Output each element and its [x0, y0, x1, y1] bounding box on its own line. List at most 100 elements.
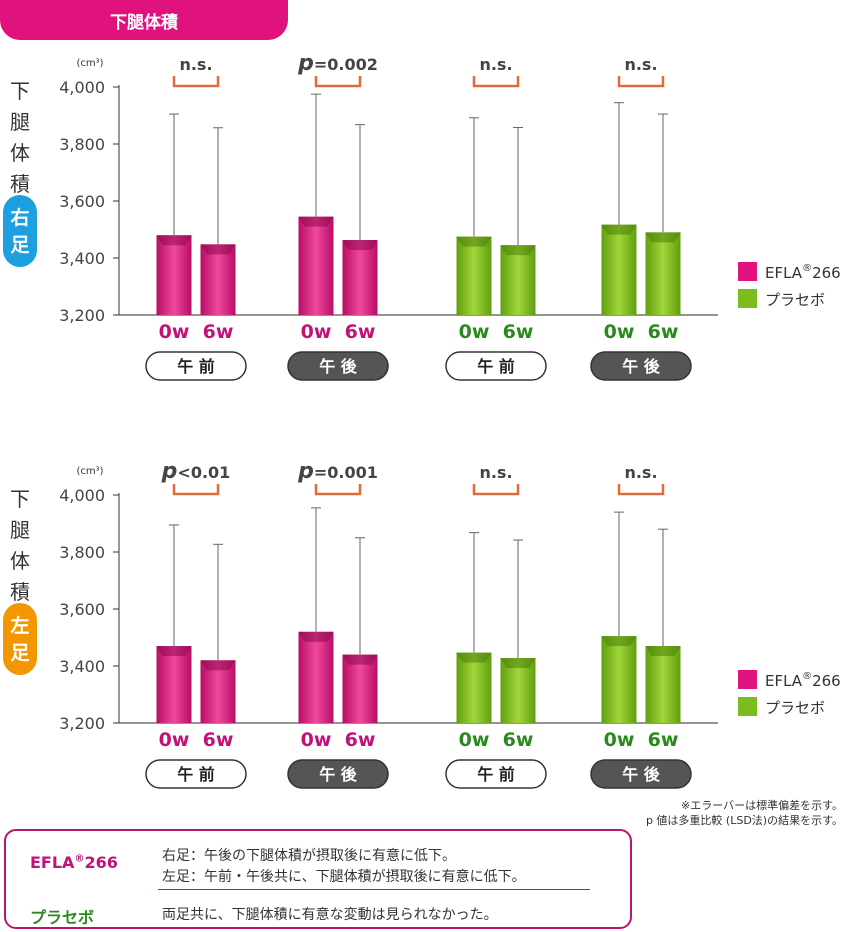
time-label: 0w — [159, 729, 190, 751]
session-label: 午 後 — [622, 765, 661, 784]
summary-placebo-line: 両足共に、下腿体積に有意な変動は見られなかった。 — [162, 907, 498, 923]
side-label-char: 積 — [10, 580, 30, 604]
time-label: 0w — [301, 321, 332, 343]
significance-label: p<0.01 — [161, 459, 231, 484]
session-pill — [445, 759, 547, 789]
bar — [298, 631, 334, 723]
footnote-p-value: p 値は多重比較 (LSD法)の結果を示す。 — [645, 814, 843, 827]
y-tick-label: 4,000 — [59, 78, 105, 97]
bar — [156, 646, 192, 723]
time-label: 6w — [648, 321, 679, 343]
significance-bracket — [314, 76, 362, 88]
bar-top-bevel — [601, 224, 637, 235]
session-label: 午 後 — [319, 765, 358, 784]
y-tick-label: 3,200 — [59, 306, 105, 325]
time-label: 0w — [459, 729, 490, 751]
bar-top-bevel — [456, 236, 492, 247]
bar-top-bevel — [200, 660, 236, 671]
significance-bracket — [472, 76, 520, 88]
side-label-char: 下 — [10, 79, 30, 103]
significance-label: n.s. — [624, 463, 657, 482]
session-label: 午 後 — [622, 357, 661, 376]
y-axis-unit: (cm³) — [76, 466, 103, 477]
bar-top-bevel — [200, 244, 236, 255]
session-label: 午 後 — [319, 357, 358, 376]
bar-top-bevel — [342, 240, 378, 251]
bar-top-bevel — [645, 646, 681, 657]
legend-label: EFLA®266 — [765, 263, 841, 282]
bar — [456, 236, 492, 315]
time-label: 0w — [604, 729, 635, 751]
legend-swatch — [738, 289, 757, 308]
time-label: 0w — [604, 321, 635, 343]
legend-swatch — [738, 697, 757, 716]
session-label: 午 前 — [477, 765, 515, 784]
time-label: 0w — [301, 729, 332, 751]
time-label: 6w — [503, 729, 534, 751]
time-label: 6w — [648, 729, 679, 751]
legend-label: EFLA®266 — [765, 671, 841, 690]
summary-efla-line-2: 左足：午前・午後共に、下腿体積が摂取後に有意に低下。 — [162, 869, 526, 885]
significance-bracket — [172, 76, 220, 88]
significance-label: n.s. — [179, 55, 212, 74]
bar — [456, 652, 492, 723]
significance-label: p=0.001 — [297, 459, 378, 484]
y-tick-label: 4,000 — [59, 486, 105, 505]
session-pill — [287, 759, 389, 789]
session-pill — [445, 351, 547, 381]
side-label-char: 体 — [10, 549, 30, 573]
summary-efla-line-1: 右足：午後の下腿体積が摂取後に有意に低下。 — [162, 848, 456, 864]
time-label: 6w — [345, 729, 376, 751]
bar-top-bevel — [156, 235, 192, 246]
legend-label: プラセボ — [765, 699, 825, 717]
bar-top-bevel — [500, 658, 536, 669]
bar — [200, 244, 236, 315]
significance-label: p=0.002 — [297, 51, 378, 76]
legend-label: プラセボ — [765, 291, 825, 309]
y-tick-label: 3,400 — [59, 249, 105, 268]
chart-title-banner: 下腿体積 — [0, 0, 288, 40]
summary-efla-label: EFLA®266 — [30, 853, 118, 872]
bar-top-bevel — [342, 654, 378, 665]
side-badge — [3, 195, 37, 267]
significance-bracket — [472, 484, 520, 496]
side-label-char: 体 — [10, 141, 30, 165]
significance-label: n.s. — [624, 55, 657, 74]
significance-bracket — [617, 484, 665, 496]
side-badge — [3, 603, 37, 675]
time-label: 6w — [345, 321, 376, 343]
y-axis-unit: (cm³) — [76, 58, 103, 69]
side-badge-char: 左 — [10, 614, 29, 637]
time-label: 0w — [159, 321, 190, 343]
summary-divider — [158, 889, 590, 890]
summary-box: EFLA®266 右足：午後の下腿体積が摂取後に有意に低下。 左足：午前・午後共… — [4, 829, 632, 929]
bar — [601, 636, 637, 723]
side-badge-char: 足 — [10, 642, 30, 664]
bar — [156, 235, 192, 315]
session-label: 午 前 — [477, 357, 515, 376]
side-label-char: 下 — [10, 487, 30, 511]
bar — [500, 245, 536, 315]
time-label: 0w — [459, 321, 490, 343]
legend-swatch — [738, 262, 757, 281]
bar-top-bevel — [456, 652, 492, 663]
time-label: 6w — [203, 321, 234, 343]
y-tick-label: 3,400 — [59, 657, 105, 676]
bar-top-bevel — [645, 232, 681, 243]
y-tick-label: 3,800 — [59, 543, 105, 562]
significance-bracket — [617, 76, 665, 88]
session-pill — [590, 759, 692, 789]
y-tick-label: 3,200 — [59, 714, 105, 733]
bar — [645, 646, 681, 723]
session-pill — [590, 351, 692, 381]
summary-placebo-label: プラセボ — [30, 908, 95, 927]
bar-top-bevel — [601, 636, 637, 647]
session-pill — [145, 759, 247, 789]
significance-bracket — [314, 484, 362, 496]
y-tick-label: 3,600 — [59, 192, 105, 211]
chart-title: 下腿体積 — [110, 13, 178, 33]
side-badge-char: 足 — [10, 234, 30, 256]
